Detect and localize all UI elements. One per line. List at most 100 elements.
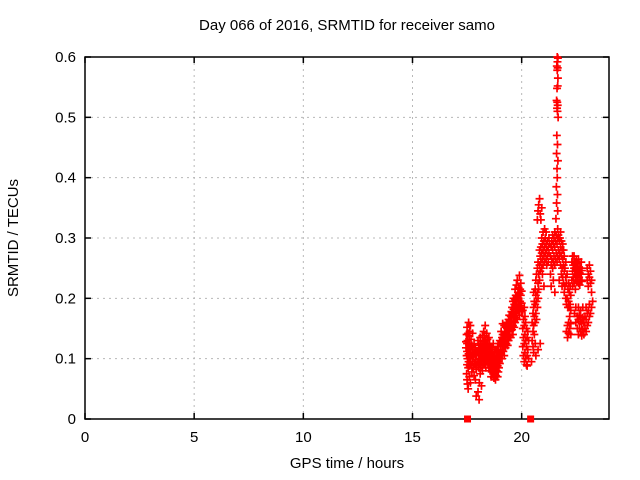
data-point-plus	[587, 288, 596, 297]
data-point-plus	[539, 282, 548, 291]
data-point-plus	[535, 276, 544, 285]
data-point-plus	[517, 287, 526, 296]
data-point-plus	[560, 252, 569, 261]
data-point-plus	[536, 215, 545, 224]
data-point-plus	[553, 156, 562, 165]
data-point-plus	[587, 303, 596, 312]
data-point-plus	[563, 270, 572, 279]
data-point-plus	[516, 279, 525, 288]
data-point-plus	[553, 173, 562, 182]
data-point-plus	[523, 345, 532, 354]
data-point-plus	[577, 266, 586, 275]
y-tick-label: 0.5	[55, 109, 76, 126]
data-point-plus	[586, 267, 595, 276]
data-point-plus	[552, 199, 561, 208]
data-point-plus	[530, 330, 539, 339]
y-tick-label: 0.2	[55, 290, 76, 307]
data-point-square	[464, 415, 472, 423]
data-point-plus	[464, 384, 473, 393]
data-point-plus	[571, 285, 580, 294]
data-point-plus	[517, 299, 526, 308]
data-point-plus	[552, 182, 561, 191]
data-point-plus	[538, 270, 547, 279]
data-point-plus	[582, 327, 591, 336]
data-point-plus	[551, 214, 560, 223]
data-point-plus	[565, 324, 574, 333]
data-point-plus	[552, 149, 561, 158]
chart-title: Day 066 of 2016, SRMTID for receiver sam…	[199, 17, 495, 34]
y-axis-label: SRMTID / TECUs	[5, 179, 22, 297]
data-point-plus	[534, 345, 543, 354]
data-point-plus	[465, 372, 474, 381]
data-point-plus	[516, 291, 525, 300]
data-point-plus	[553, 140, 562, 149]
data-point-plus	[554, 113, 563, 122]
data-point-plus	[553, 66, 562, 75]
data-point-plus	[494, 363, 503, 372]
data-point-plus	[531, 351, 540, 360]
data-point-plus	[475, 395, 484, 404]
data-point-plus	[466, 378, 475, 387]
data-point-plus	[523, 361, 532, 370]
y-tick-label: 0	[68, 411, 76, 428]
data-point-plus	[535, 194, 544, 203]
data-point-plus	[573, 259, 582, 268]
data-point-plus	[532, 315, 541, 324]
data-point-plus	[584, 318, 593, 327]
data-point-plus	[533, 303, 542, 312]
data-point-square	[527, 415, 535, 423]
data-point-plus	[542, 227, 551, 236]
data-point-plus	[515, 271, 524, 280]
data-point-plus	[577, 277, 586, 286]
y-tick-label: 0.4	[55, 170, 76, 187]
y-tick-label: 0.6	[55, 49, 76, 66]
data-point-plus	[560, 264, 569, 273]
data-point-plus	[500, 351, 509, 360]
data-point-plus	[577, 258, 586, 267]
x-tick-label: 15	[404, 429, 421, 446]
data-point-plus	[468, 329, 477, 338]
data-point-plus	[565, 312, 574, 321]
x-tick-label: 0	[81, 429, 89, 446]
data-point-plus	[588, 297, 597, 306]
x-tick-label: 10	[295, 429, 312, 446]
data-point-plus	[546, 270, 555, 279]
data-point-plus	[517, 307, 526, 316]
data-point-plus	[467, 335, 476, 344]
data-point-plus	[510, 323, 519, 332]
data-point-plus	[553, 74, 562, 83]
data-points-layer	[461, 53, 597, 423]
data-point-plus	[536, 339, 545, 348]
data-point-plus	[550, 288, 559, 297]
data-point-plus	[587, 276, 596, 285]
data-point-plus	[552, 131, 561, 140]
data-point-plus	[508, 330, 517, 339]
data-point-plus	[558, 240, 567, 249]
data-point-plus	[556, 227, 565, 236]
x-axis-label: GPS time / hours	[290, 455, 404, 472]
data-point-plus	[534, 294, 543, 303]
data-point-plus	[553, 190, 562, 199]
data-point-plus	[520, 303, 529, 312]
data-point-plus	[503, 341, 512, 350]
data-point-plus	[586, 309, 595, 318]
data-point-plus	[553, 81, 562, 90]
y-tick-label: 0.3	[55, 230, 76, 247]
data-point-plus	[585, 261, 594, 270]
x-tick-label: 20	[513, 429, 530, 446]
data-point-plus	[553, 206, 562, 215]
data-point-plus	[534, 285, 543, 294]
data-point-plus	[547, 282, 556, 291]
data-point-plus	[537, 203, 546, 212]
data-point-plus	[481, 321, 490, 330]
data-point-plus	[566, 319, 575, 328]
data-point-plus	[477, 381, 486, 390]
data-point-plus	[527, 357, 536, 366]
data-point-plus	[470, 371, 479, 380]
data-point-plus	[566, 291, 575, 300]
data-point-plus	[553, 164, 562, 173]
y-tick-label: 0.1	[55, 351, 76, 368]
data-point-plus	[474, 387, 482, 396]
